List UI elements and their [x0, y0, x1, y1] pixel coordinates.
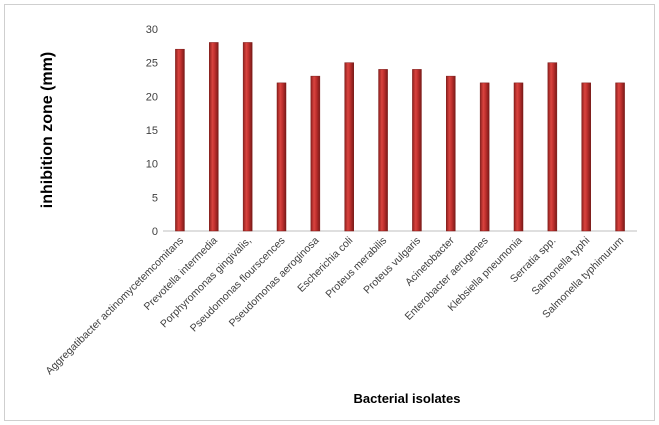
bar — [276, 82, 287, 232]
bar — [344, 62, 354, 232]
bar — [513, 82, 524, 232]
bar — [412, 69, 422, 232]
bar — [446, 75, 456, 232]
y-tick-label: 10 — [146, 159, 158, 171]
y-tick-label: 15 — [146, 125, 158, 137]
y-tick-label: 0 — [152, 226, 158, 238]
y-tick-label: 20 — [146, 91, 158, 103]
y-tick-label: 5 — [152, 192, 158, 204]
bar — [209, 42, 219, 232]
category-label: Aggregatibacter actinomycetemcomitans — [43, 235, 186, 378]
bar — [581, 82, 591, 232]
bar — [479, 82, 490, 232]
y-tick-labels: 0 5 10 15 20 25 30 — [146, 24, 158, 238]
bar — [615, 82, 625, 232]
y-tick-label: 30 — [146, 24, 158, 36]
category-labels: Aggregatibacter actinomycetemcomitansPre… — [43, 234, 626, 377]
chart-frame — [4, 4, 655, 421]
bar — [310, 75, 321, 232]
bar — [242, 42, 253, 232]
bar — [175, 48, 185, 232]
category-label: Proteus merabilis — [323, 235, 389, 301]
bar — [378, 69, 388, 232]
category-label: Salmonella typhi — [529, 235, 592, 298]
bar — [547, 62, 558, 232]
y-axis-title: inhibition zone (mm) — [39, 52, 56, 208]
y-tick-label: 25 — [146, 58, 158, 70]
x-axis-title: Bacterial isolates — [354, 391, 461, 406]
bars-group — [175, 42, 625, 232]
